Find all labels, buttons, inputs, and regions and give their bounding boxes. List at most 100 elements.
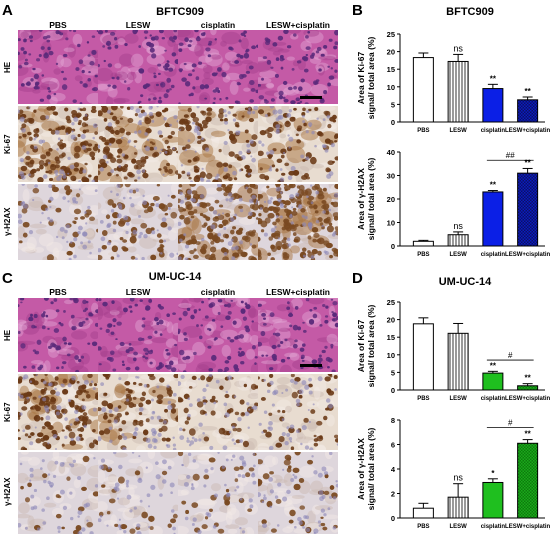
bar-4 [517, 385, 539, 391]
y-tick-label: 2 [391, 490, 395, 499]
row-label-c-h2ax: γ-H2AX [3, 477, 12, 507]
row-label-a-ki67: Ki-67 [3, 134, 12, 154]
micrograph-a-h2ax-combo [258, 184, 338, 260]
y-tick-label: 6 [391, 441, 395, 450]
significance-label-3: ** [490, 361, 497, 370]
micrograph-a-he-combo [258, 30, 338, 104]
row-label-c-he: HE [3, 329, 12, 341]
micrograph-c-h2ax-lesw [98, 452, 178, 534]
micrograph-c-h2ax-cisplatin [178, 452, 258, 534]
micrograph-c-he-cisplatin [178, 298, 258, 372]
col-label-c-pbs: PBS [49, 287, 67, 297]
panel-title-b: BFTC909 [446, 6, 494, 18]
micrograph-a-h2ax-cisplatin [178, 184, 258, 260]
scale-bar-a [300, 96, 322, 99]
x-tick-label-2: LESW [449, 524, 467, 530]
significance-label-3: ** [490, 181, 497, 190]
significance-label-2: ns [453, 473, 463, 483]
x-tick-label-2: LESW [449, 396, 467, 402]
bar-1 [412, 57, 434, 123]
bar-2 [447, 332, 469, 391]
y-tick-label: 0 [391, 242, 395, 251]
col-label-c-combo: LESW+cisplatin [266, 287, 330, 297]
micrograph-a-h2ax-pbs [18, 184, 98, 260]
y-tick-label: 10 [387, 83, 395, 92]
y-tick-label: 0 [391, 386, 395, 395]
panel-title-c: UM-UC-14 [148, 271, 202, 283]
significance-label-4: ** [525, 87, 532, 96]
y-axis-label: Area of Ki-67signal/ total area (%) [356, 305, 376, 388]
y-tick-label: 20 [387, 48, 395, 57]
micrograph-c-he-lesw [98, 298, 178, 372]
chart-b-h2ax: Area of γ-H2AXsignal/ total area (%) 0 10 2… [356, 148, 550, 258]
col-label-a-combo: LESW+cisplatin [266, 20, 330, 30]
y-tick-label: 5 [391, 100, 395, 109]
y-tick-label: 20 [387, 195, 395, 204]
micrograph-c-he-pbs [18, 298, 98, 372]
significance-label-2: ns [453, 221, 463, 231]
panel-letter-c: C [2, 270, 13, 287]
col-label-c-cisplatin: cisplatin [200, 287, 236, 297]
bracket-label: # [508, 418, 513, 427]
bar-2 [447, 60, 469, 123]
bar-4 [517, 442, 539, 519]
y-tick-label: 25 [387, 298, 395, 307]
micrograph-c-ki67-cisplatin [178, 374, 258, 450]
y-tick-label: 15 [387, 65, 395, 74]
panel-title-d: UM-UC-14 [438, 276, 492, 288]
panel-letter-b: B [352, 2, 363, 19]
significance-label-3: * [491, 469, 495, 478]
micrograph-a-ki67-pbs [18, 106, 98, 182]
x-tick-label-1: PBS [417, 396, 429, 402]
micrograph-a-he-pbs [18, 30, 98, 104]
panel-title-a: BFTC909 [156, 6, 204, 18]
micrograph-a-he-lesw [98, 30, 178, 104]
micrograph-c-ki67-combo [258, 374, 338, 450]
bar-2 [447, 496, 469, 519]
bar-3 [482, 372, 504, 391]
row-label-a-h2ax: γ-H2AX [3, 207, 12, 237]
micrograph-a-ki67-cisplatin [178, 106, 258, 182]
significance-label-4: ** [525, 430, 532, 439]
x-tick-label-4: LESW+cisplatin [505, 252, 550, 258]
row-label-a-he: HE [3, 61, 12, 73]
x-tick-label-2: LESW [449, 252, 467, 258]
micrograph-c-ki67-lesw [98, 374, 178, 450]
y-tick-label: 4 [391, 465, 396, 474]
x-tick-label-1: PBS [417, 128, 429, 134]
bar-1 [412, 323, 434, 391]
significance-label-2: ns [453, 43, 463, 53]
bar-3 [482, 481, 504, 519]
x-tick-label-4: LESW+cisplatin [505, 524, 550, 530]
chart-d-ki67: Area of Ki-67signal/ total area (%) 0 5 10 1… [356, 298, 550, 402]
y-tick-label: 0 [391, 118, 395, 127]
panel-letter-d: D [352, 270, 363, 287]
x-tick-label-3: cisplatin [481, 524, 506, 530]
y-tick-label: 30 [387, 172, 395, 181]
x-tick-label-3: cisplatin [481, 128, 506, 134]
y-tick-label: 25 [387, 30, 395, 39]
micrograph-c-he-combo [258, 298, 338, 372]
chart-d-h2ax: Area of γ-H2AXsignal/ total area (%) 0 2 4 6… [356, 416, 550, 530]
significance-label-4: ** [525, 158, 532, 167]
bar-2 [447, 234, 469, 247]
bar-4 [517, 172, 539, 247]
x-tick-label-3: cisplatin [481, 396, 506, 402]
x-tick-label-1: PBS [417, 524, 429, 530]
micrograph-a-ki67-combo [258, 106, 338, 182]
micrograph-a-he-cisplatin [178, 30, 258, 104]
x-tick-label-2: LESW [449, 128, 467, 134]
y-axis-label: Area of Ki-67signal/ total area (%) [356, 37, 376, 120]
col-label-c-lesw: LESW [125, 287, 151, 297]
y-axis-label: Area of γ-H2AXsignal/ total area (%) [356, 428, 376, 511]
y-tick-label: 15 [387, 333, 395, 342]
significance-label-3: ** [490, 74, 497, 83]
y-tick-label: 5 [391, 368, 395, 377]
micrograph-a-h2ax-lesw [98, 184, 178, 260]
x-tick-label-3: cisplatin [481, 252, 506, 258]
bracket-label: # [508, 351, 513, 360]
bar-3 [482, 191, 504, 247]
y-tick-label: 10 [387, 219, 395, 228]
scale-bar-c [300, 364, 322, 367]
y-axis-label: Area of γ-H2AXsignal/ total area (%) [356, 158, 376, 241]
